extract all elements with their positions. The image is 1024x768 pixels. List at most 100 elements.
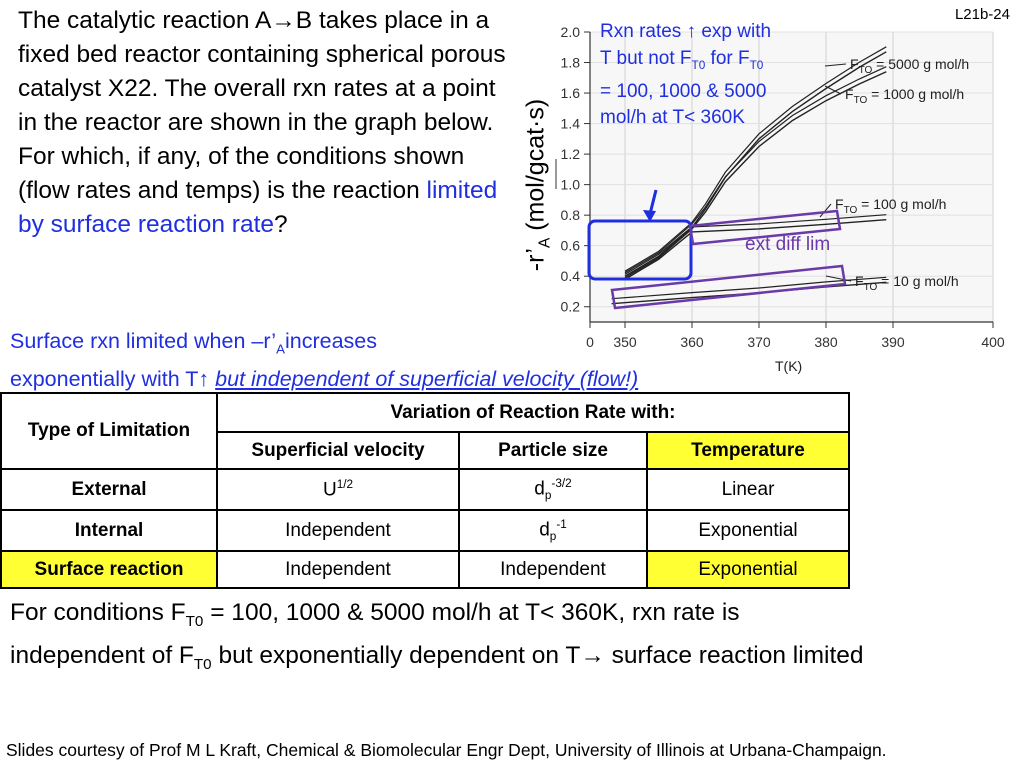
series-line-outline: [624, 66, 887, 274]
y-tick-label: 0.2: [561, 299, 581, 315]
y-tick-label: 0.8: [561, 207, 581, 223]
conclusion-line-2: independent of FT0 but exponentially dep…: [10, 639, 1020, 682]
question-highlight: limited by surface reaction rate: [18, 177, 498, 238]
y-axis-label: -r’A (mol/gcat·s): [522, 99, 555, 271]
temperature-header: Temperature: [646, 431, 850, 470]
y-tick-label: 1.4: [561, 116, 581, 132]
row-internal-temp: Exponential: [646, 509, 850, 552]
table-subheader-row: Superficial velocity Particle size Tempe…: [1, 431, 850, 470]
series-line: [624, 51, 887, 277]
row-internal-size: dp-1: [458, 509, 648, 552]
note-arrow: [648, 189, 658, 215]
conclusion-1b: = 100, 1000 & 5000 mol/h at T< 360K, rxn…: [203, 599, 740, 626]
internal-size-base: d: [539, 519, 550, 541]
row-surface-type: Surface reaction: [0, 550, 218, 589]
row-internal-type: Internal: [0, 509, 218, 552]
ext-diff-label: ext diff lim: [745, 234, 831, 255]
table-row: External U1/2 dp-3/2 Linear: [0, 468, 850, 511]
row-external-velocity: U1/2: [216, 468, 460, 511]
series-label-leader: [824, 85, 842, 95]
chart-grid: [590, 31, 994, 322]
series-line-outline: [624, 46, 887, 272]
y-tick-label: 1.8: [561, 55, 581, 71]
internal-size-sub: p: [549, 530, 557, 544]
x-tick-label: 350: [613, 334, 637, 350]
chart-annotation-boxes: [555, 159, 847, 310]
series-label: FTO = 10 g mol/h: [855, 273, 959, 293]
slide-credit: Slides courtesy of Prof M L Kraft, Chemi…: [6, 740, 887, 760]
x-tick-label: 400: [981, 334, 1005, 350]
rule-line-1: Surface rxn limited when –r’Aincreases: [10, 326, 770, 364]
rule-line-2a: exponentially with T↑: [10, 367, 216, 392]
rule-line-1-sub: A: [276, 341, 285, 357]
y-tick-label: 1.2: [561, 146, 581, 162]
rule-line-2-emphasis: but independent of superficial velocity …: [215, 367, 639, 392]
y-axis-label-wrap: -r’A (mol/gcat·s): [512, 70, 564, 300]
x-tick-label: 370: [747, 334, 771, 350]
conclusion-sub-2: T0: [193, 655, 212, 673]
chart-series-labels: FTO = 5000 g mol/h FTO = 1000 g mol/h FTO …: [819, 56, 969, 293]
series-line-outline: [624, 214, 887, 275]
row-external-size: dp-3/2: [458, 468, 648, 511]
conclusion-sub-1: T0: [185, 612, 204, 630]
ext-diff-box-100: [688, 209, 842, 246]
note-arrow-head: [643, 210, 656, 222]
particle-size-header: Particle size: [458, 431, 648, 470]
table-row: Internal Independent dp-1 Exponential: [0, 509, 850, 552]
x-tick-label: 380: [814, 334, 838, 350]
rxn-note-sub-1: T0: [691, 58, 706, 72]
conclusion-1a: For conditions F: [10, 599, 186, 626]
rule-line-2: exponentially with T↑ but independent of…: [10, 364, 770, 395]
surface-limit-rule: Surface rxn limited when –r’Aincreases e…: [10, 326, 770, 395]
rule-line-1b: increases: [284, 329, 377, 353]
conclusion-text: For conditions FT0 = 100, 1000 & 5000 mo…: [10, 596, 1020, 682]
x-axis-label: T(K): [775, 358, 803, 374]
series-label-leader: [825, 275, 852, 282]
y-tick-label: 1.0: [561, 177, 581, 193]
type-of-limitation-header: Type of Limitation: [0, 392, 218, 470]
internal-size-exp: -1: [556, 517, 567, 531]
chart-curves: [611, 46, 887, 305]
series-label: FTO = 100 g mol/h: [835, 196, 946, 216]
conclusion-2a: independent of F: [10, 641, 194, 669]
y-tick-label: 0.6: [561, 238, 581, 254]
rxn-rate-note: Rxn rates ↑ exp with T but not FT0 for F…: [600, 19, 775, 132]
series-line: [624, 219, 887, 280]
x-tick-label: 390: [881, 334, 905, 350]
row-external-temp: Linear: [646, 468, 850, 511]
x-tick-label: 0: [586, 334, 594, 350]
chart-ticks: 2.0 1.8 1.6 1.4 1.2 1.0 0.8 0.6 0.4 0.2 0 350 360 370…: [561, 24, 1005, 350]
external-size-sub: p: [544, 489, 552, 503]
slide-id: L21b-24: [954, 6, 1010, 23]
conclusion-line-1: For conditions FT0 = 100, 1000 & 5000 mo…: [10, 596, 1020, 639]
question-text: The catalytic reaction A→B takes place i…: [18, 4, 508, 242]
question-end: ?: [274, 211, 288, 238]
y-tick-label: 0.4: [561, 268, 581, 284]
rate-vs-temperature-chart: 2.0 1.8 1.6 1.4 1.2 1.0 0.8 0.6 0.4 0.2 0 350 360 370…: [555, 24, 1005, 350]
rxn-note-part-3: = 100, 1000 & 5000 mol/h at T< 360K: [600, 80, 767, 129]
ext-diff-box-10: [610, 264, 847, 310]
row-external-type: External: [0, 468, 218, 511]
y-tick-label: 2.0: [561, 24, 581, 40]
external-velocity-base: U: [322, 479, 337, 501]
rxn-note-sub-2: T0: [749, 58, 764, 72]
table-header-row: Type of Limitation Variation of Reaction…: [0, 392, 850, 470]
question-body: The catalytic reaction A→B takes place i…: [18, 7, 506, 204]
y-label-main: -r’: [521, 248, 550, 272]
series-label: FTO = 1000 g mol/h: [845, 86, 964, 106]
external-velocity-exp: 1/2: [336, 477, 354, 491]
row-surface-velocity: Independent: [216, 550, 460, 589]
series-label-leader: [819, 203, 832, 218]
y-tick-label: 1.6: [561, 85, 581, 101]
rule-line-1a: Surface rxn limited when –r’: [10, 329, 277, 353]
external-size-exp: -3/2: [551, 476, 572, 490]
series-label-leader: [824, 63, 847, 67]
external-size-base: d: [534, 478, 545, 500]
series-label: FTO = 5000 g mol/h: [850, 56, 969, 76]
limitation-table: Type of Limitation Variation of Reaction…: [0, 392, 850, 589]
y-label-sub: A: [536, 237, 554, 249]
series-line: [624, 71, 887, 279]
table-row: Surface reaction Independent Independent…: [0, 550, 850, 589]
row-surface-temp: Exponential: [646, 550, 850, 589]
rxn-note-part-2: for F: [705, 47, 750, 69]
